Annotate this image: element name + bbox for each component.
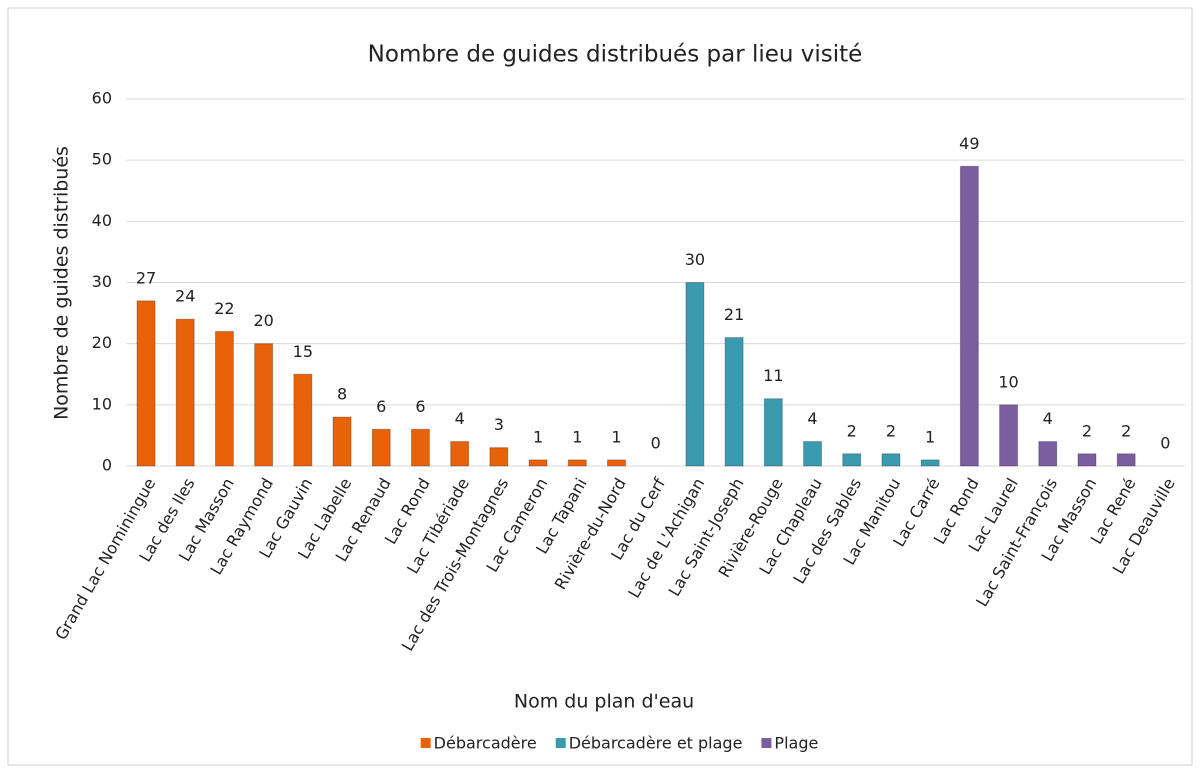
data-label: 6	[376, 397, 386, 416]
bar	[175, 318, 195, 467]
legend-swatch	[761, 738, 772, 748]
data-label: 2	[1121, 421, 1131, 440]
data-label: 1	[611, 427, 621, 446]
bar	[724, 337, 744, 467]
y-tick-label: 40	[92, 211, 112, 230]
legend-swatch	[420, 738, 431, 748]
legend-label: Débarcadère	[434, 734, 537, 753]
bar	[1077, 453, 1097, 467]
data-label: 1	[533, 427, 543, 446]
data-label: 3	[494, 415, 504, 434]
y-tick-label: 30	[92, 272, 112, 291]
bar	[881, 453, 901, 467]
data-label: 0	[651, 434, 661, 453]
bar	[920, 459, 940, 467]
bar	[685, 282, 705, 467]
data-label: 6	[415, 397, 425, 416]
bar	[763, 398, 783, 467]
bar	[842, 453, 862, 467]
data-label: 2	[1082, 421, 1092, 440]
legend-swatch	[555, 738, 566, 748]
legend-label: Plage	[774, 734, 818, 753]
bar	[489, 447, 509, 467]
data-label: 10	[998, 372, 1018, 391]
y-axis-title: Nombre de guides distribués	[51, 146, 73, 420]
bar	[293, 373, 313, 467]
data-label: 0	[1160, 434, 1170, 453]
x-axis-title: Nom du plan d'eau	[514, 691, 694, 713]
y-tick-label: 20	[92, 333, 112, 352]
data-label: 11	[763, 366, 783, 385]
bar	[1116, 453, 1136, 467]
bar	[1038, 441, 1058, 467]
legend-label: Débarcadère et plage	[569, 734, 743, 753]
chart-frame	[7, 7, 1193, 766]
bar	[528, 459, 548, 467]
y-tick-label: 60	[92, 89, 112, 108]
bar	[371, 428, 391, 467]
data-label: 15	[293, 342, 313, 361]
bar	[803, 441, 823, 467]
data-label: 4	[1043, 409, 1053, 428]
bar	[567, 459, 587, 467]
bar	[136, 300, 156, 467]
data-label: 21	[724, 305, 744, 324]
data-label: 2	[847, 421, 857, 440]
data-label: 1	[925, 427, 935, 446]
bar	[450, 441, 470, 467]
y-tick-label: 50	[92, 150, 112, 169]
data-label: 20	[253, 311, 273, 330]
data-label: 30	[685, 250, 705, 269]
bar	[214, 330, 234, 467]
data-label: 1	[572, 427, 582, 446]
data-label: 24	[175, 287, 195, 306]
data-label: 4	[807, 409, 817, 428]
bar	[332, 416, 352, 467]
data-label: 22	[214, 299, 234, 318]
chart-title: Nombre de guides distribués par lieu vis…	[368, 42, 863, 68]
bar	[959, 165, 979, 467]
bar	[254, 343, 274, 467]
data-label: 8	[337, 385, 347, 404]
y-tick-label: 0	[102, 456, 112, 475]
bar	[606, 459, 626, 467]
data-label: 2	[886, 421, 896, 440]
data-label: 27	[136, 268, 156, 287]
data-label: 49	[959, 134, 979, 153]
bar	[999, 404, 1019, 467]
bar	[410, 428, 430, 467]
data-label: 4	[455, 409, 465, 428]
y-tick-label: 10	[92, 394, 112, 413]
